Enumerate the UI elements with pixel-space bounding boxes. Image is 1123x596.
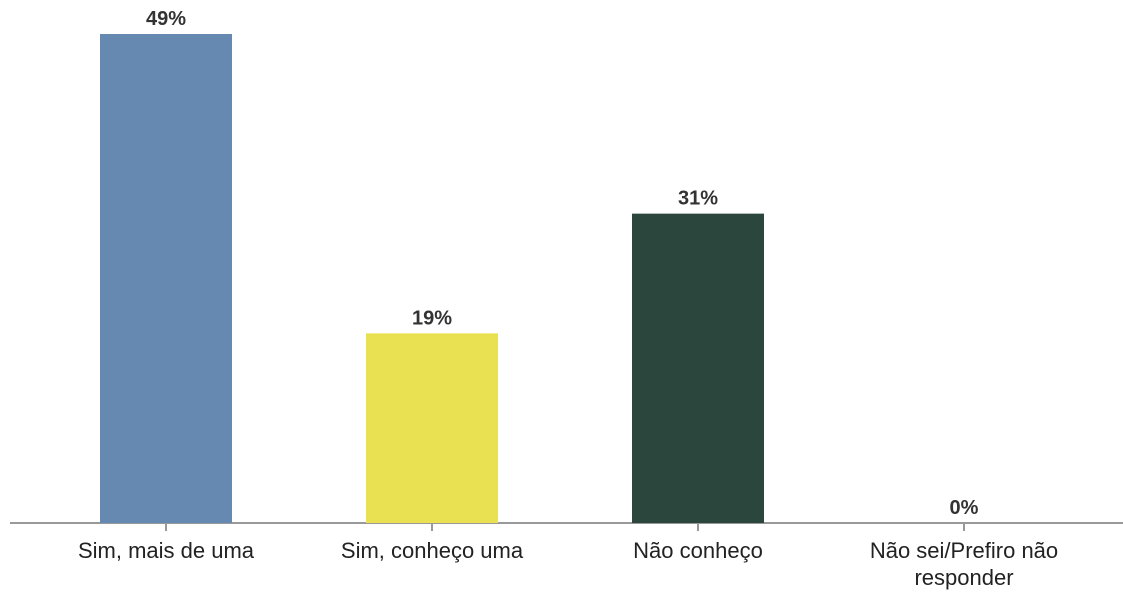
bar — [366, 333, 498, 523]
x-tick-label: Sim, mais de uma — [77, 538, 255, 563]
x-tick-label: Sim, conheço uma — [340, 538, 524, 563]
x-tick-label: Não sei/Prefiro não responder — [869, 538, 1059, 590]
bar — [100, 34, 232, 523]
value-label: 31% — [678, 188, 718, 210]
value-label: 0% — [950, 497, 979, 519]
x-tick-label: Não conheço — [633, 538, 763, 563]
value-label: 19% — [412, 307, 452, 329]
bar — [632, 213, 764, 523]
value-label: 49% — [146, 8, 186, 30]
